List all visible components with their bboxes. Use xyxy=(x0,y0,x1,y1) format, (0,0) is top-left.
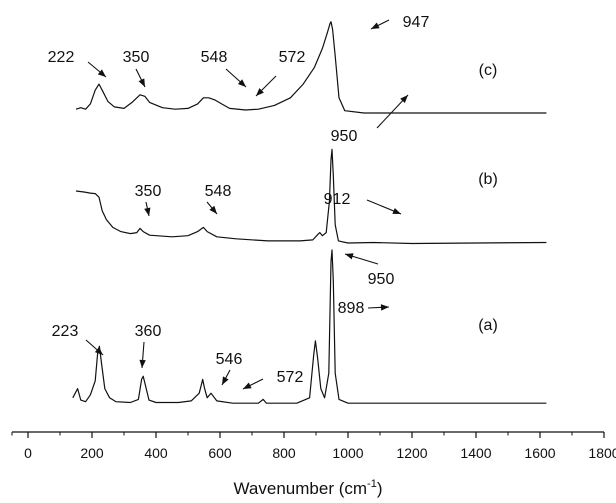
peak-label-912: 912 xyxy=(324,191,351,208)
x-tick-label: 1000 xyxy=(332,445,363,461)
x-tick-label: 1800 xyxy=(588,445,616,461)
peak-arrow-head xyxy=(237,79,246,87)
peak-arrow-head xyxy=(371,22,380,29)
peak-arrow-head xyxy=(97,69,106,77)
trace-label-b: (b) xyxy=(478,171,498,188)
peak-label-947: 947 xyxy=(403,14,430,31)
trace-label-c: (c) xyxy=(479,62,498,79)
peak-label-950: 950 xyxy=(368,271,395,288)
peak-arrow-head xyxy=(138,78,145,87)
peak-label-572: 572 xyxy=(277,369,304,386)
peak-arrow-head xyxy=(392,207,401,214)
x-axis-title: Wavenumber (cm-1) xyxy=(234,478,383,498)
peak-arrow-head xyxy=(380,304,389,311)
peak-label-950: 950 xyxy=(331,128,358,145)
x-tick-label: 400 xyxy=(144,445,168,461)
peak-arrow-head xyxy=(345,253,354,260)
peak-label-360: 360 xyxy=(135,323,162,340)
peak-label-223: 223 xyxy=(52,323,79,340)
peak-arrow-head xyxy=(144,207,151,216)
spectrum-traces xyxy=(72,21,547,404)
peak-label-572: 572 xyxy=(279,49,306,66)
x-tick-label: 600 xyxy=(208,445,232,461)
peak-label-350: 350 xyxy=(123,49,150,66)
x-tick-label: 800 xyxy=(272,445,296,461)
peak-label-548: 548 xyxy=(205,183,232,200)
x-tick-label: 0 xyxy=(24,445,32,461)
x-tick-label: 1200 xyxy=(396,445,427,461)
x-tick-label: 1400 xyxy=(460,445,491,461)
peak-arrow-head xyxy=(222,376,229,385)
peak-arrow-head xyxy=(243,382,252,389)
peak-label-350: 350 xyxy=(135,183,162,200)
peak-label-898: 898 xyxy=(338,300,365,317)
x-axis-title-superscript: -1 xyxy=(367,478,377,490)
peak-label-548: 548 xyxy=(201,49,228,66)
spectrum-line-a xyxy=(72,249,547,404)
trace-label-a: (a) xyxy=(478,317,498,334)
x-axis-title-suffix: ) xyxy=(377,479,383,498)
peak-arrow-head xyxy=(400,95,408,104)
peak-arrow-head xyxy=(209,205,217,214)
peak-arrow-head xyxy=(256,88,264,96)
peak-label-222: 222 xyxy=(48,49,75,66)
spectrum-line-b xyxy=(75,148,547,245)
peak-label-546: 546 xyxy=(216,351,243,368)
peak-arrow-head xyxy=(139,359,146,368)
x-tick-label: 200 xyxy=(80,445,104,461)
peak-arrow-head xyxy=(94,347,103,355)
spectrum-line-c xyxy=(75,21,547,114)
x-axis: 0 200 400 600 800 1000 1200 1400 1600 1800 xyxy=(11,431,616,461)
x-tick-label: 1600 xyxy=(524,445,555,461)
